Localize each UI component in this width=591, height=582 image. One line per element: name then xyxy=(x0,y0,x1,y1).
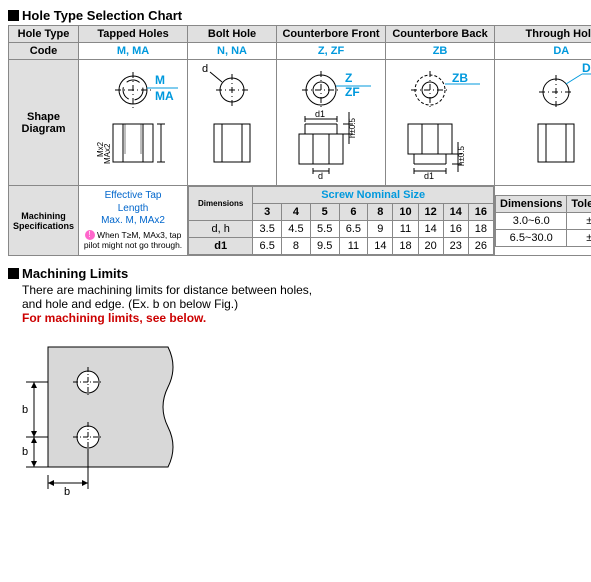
col-cbback: Counterbore Back xyxy=(386,26,495,43)
screw-val: 18 xyxy=(468,221,493,238)
screw-val: 26 xyxy=(468,238,493,255)
screw-val: 8 xyxy=(282,238,311,255)
col-tapped: Tapped Holes xyxy=(79,26,188,43)
svg-text:b: b xyxy=(64,486,70,498)
warning-icon: ! xyxy=(85,230,95,240)
tol-dim-0: 3.0~6.0 xyxy=(496,212,567,229)
screw-row-label: d, h xyxy=(189,221,253,238)
screw-val: 16 xyxy=(443,221,468,238)
svg-text:h±0.5: h±0.5 xyxy=(457,145,466,166)
efftap-warn: When T≥M, MAx3, tap pilot might not go t… xyxy=(84,230,182,251)
tol-tol-1: ±0.2 xyxy=(567,229,591,246)
svg-text:d: d xyxy=(202,63,208,75)
row-header-shape: Shape Diagram xyxy=(9,60,79,186)
tol-tol-0: ±0.1 xyxy=(567,212,591,229)
code-tapped: M, MA xyxy=(79,43,188,60)
svg-text:M: M xyxy=(155,73,165,87)
svg-text:d1: d1 xyxy=(424,171,434,180)
tol-dim-1: 6.5~30.0 xyxy=(496,229,567,246)
spec-tol-wrap: Dimensions Tolerance 3.0~6.0 ±0.1 6.5~30… xyxy=(495,186,591,256)
col-bolt: Bolt Hole xyxy=(188,26,277,43)
screw-size: 8 xyxy=(368,204,393,221)
tol-h1: Dimensions xyxy=(496,195,567,212)
svg-text:d1: d1 xyxy=(315,109,325,119)
diagram-cbback: ZB h±0.5 d1 xyxy=(386,60,495,186)
diagram-cbfront: Z ZF d1 h±0.5 d xyxy=(277,60,386,186)
spec-screw-wrap: Dimensions Screw Nominal Size 3456810121… xyxy=(188,186,495,256)
screw-dim-label: Dimensions xyxy=(189,187,253,221)
limits-section: Machining Limits There are machining lim… xyxy=(8,266,583,325)
screw-val: 11 xyxy=(393,221,418,238)
limits-line1: There are machining limits for distance … xyxy=(22,283,583,297)
screw-val: 23 xyxy=(443,238,468,255)
chart-title-bar: Hole Type Selection Chart xyxy=(8,8,583,23)
screw-size: 10 xyxy=(393,204,418,221)
svg-text:MA: MA xyxy=(155,89,174,103)
screw-val: 3.5 xyxy=(253,221,282,238)
screw-table: Dimensions Screw Nominal Size 3456810121… xyxy=(188,186,494,255)
screw-val: 14 xyxy=(418,221,443,238)
screw-val: 11 xyxy=(339,238,368,255)
limits-figure: b b b xyxy=(8,337,583,510)
efftap-line2: Length xyxy=(83,203,183,216)
row-header-code: Code xyxy=(9,43,79,60)
screw-val: 6.5 xyxy=(253,238,282,255)
svg-text:Z: Z xyxy=(345,71,352,85)
code-cbback: ZB xyxy=(386,43,495,60)
row-header-holetype: Hole Type xyxy=(9,26,79,43)
limits-square xyxy=(8,268,19,279)
screw-val: 9 xyxy=(368,221,393,238)
screw-size: 12 xyxy=(418,204,443,221)
svg-text:d: d xyxy=(318,171,323,180)
screw-row-label: d1 xyxy=(189,238,253,255)
screw-size: 16 xyxy=(468,204,493,221)
screw-val: 18 xyxy=(393,238,418,255)
tol-h2: Tolerance xyxy=(567,195,591,212)
spec-tapped: Effective Tap Length Max. M, MAx2 ! When… xyxy=(79,186,188,256)
col-through: Through Hole xyxy=(495,26,591,43)
svg-text:DA: DA xyxy=(582,62,591,75)
screw-val: 5.5 xyxy=(310,221,339,238)
limits-line3: For machining limits, see below. xyxy=(22,311,583,325)
screw-title: Screw Nominal Size xyxy=(253,187,494,204)
diagram-bolt: d xyxy=(188,60,277,186)
screw-val: 14 xyxy=(368,238,393,255)
screw-size: 14 xyxy=(443,204,468,221)
screw-size: 6 xyxy=(339,204,368,221)
efftap-line3: Max. M, MAx2 xyxy=(83,215,183,228)
screw-val: 6.5 xyxy=(339,221,368,238)
efftap-line1: Effective Tap xyxy=(83,190,183,203)
diagram-tapped: M MA Mx2 MAx2 xyxy=(79,60,188,186)
code-cbfront: Z, ZF xyxy=(277,43,386,60)
tol-table: Dimensions Tolerance 3.0~6.0 ±0.1 6.5~30… xyxy=(495,195,591,247)
code-through: DA xyxy=(495,43,591,60)
screw-val: 20 xyxy=(418,238,443,255)
screw-val: 9.5 xyxy=(310,238,339,255)
screw-size: 4 xyxy=(282,204,311,221)
svg-text:b: b xyxy=(22,404,28,416)
screw-size: 5 xyxy=(310,204,339,221)
svg-text:ZF: ZF xyxy=(345,85,360,99)
screw-val: 4.5 xyxy=(282,221,311,238)
title-square xyxy=(8,10,19,21)
chart-title: Hole Type Selection Chart xyxy=(22,8,182,23)
row-header-spec: Machining Specifications xyxy=(9,186,79,256)
limits-title: Machining Limits xyxy=(22,266,128,281)
svg-text:b: b xyxy=(22,446,28,458)
selection-table: Hole Type Tapped Holes Bolt Hole Counter… xyxy=(8,25,591,256)
svg-text:h±0.5: h±0.5 xyxy=(348,117,357,138)
code-bolt: N, NA xyxy=(188,43,277,60)
col-cbfront: Counterbore Front xyxy=(277,26,386,43)
svg-text:ZB: ZB xyxy=(452,71,468,85)
limits-line2: and hole and edge. (Ex. b on below Fig.) xyxy=(22,297,583,311)
diagram-through: DA xyxy=(495,60,591,186)
svg-text:MAx2: MAx2 xyxy=(103,143,112,164)
screw-size: 3 xyxy=(253,204,282,221)
